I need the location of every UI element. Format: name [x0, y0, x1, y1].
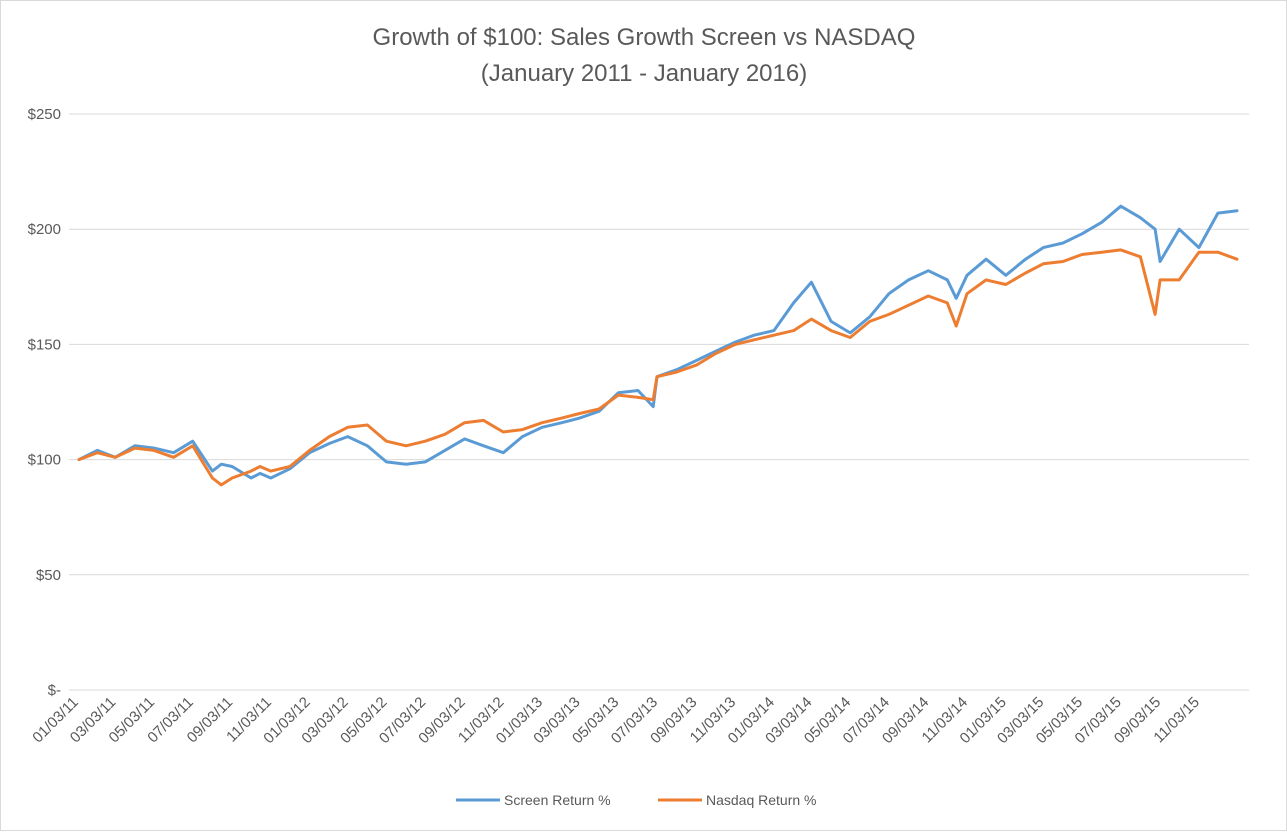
y-tick-label: $250: [28, 106, 61, 123]
series-line: [77, 204, 1239, 480]
series-lines: [77, 204, 1239, 487]
y-tick-label: $50: [36, 567, 61, 584]
y-tick-label: $200: [28, 221, 61, 238]
legend-label: Screen Return %: [504, 792, 611, 808]
legend-label: Nasdaq Return %: [706, 792, 817, 808]
y-tick-label: $100: [28, 452, 61, 469]
gridlines: [69, 113, 1249, 691]
x-axis-tick-labels: 01/03/1103/03/1105/03/1107/03/1109/03/11…: [29, 694, 1203, 747]
y-tick-label: $-: [48, 682, 61, 699]
legend: Screen Return % Nasdaq Return %: [456, 792, 817, 808]
series-line: [77, 248, 1239, 487]
y-tick-label: $150: [28, 336, 61, 353]
y-axis-tick-labels: $- $50 $100 $150 $200 $250: [28, 106, 61, 699]
chart-title-line-1: Growth of $100: Sales Growth Screen vs N…: [373, 24, 916, 51]
chart-title-line-2: (January 2011 - January 2016): [481, 60, 807, 87]
